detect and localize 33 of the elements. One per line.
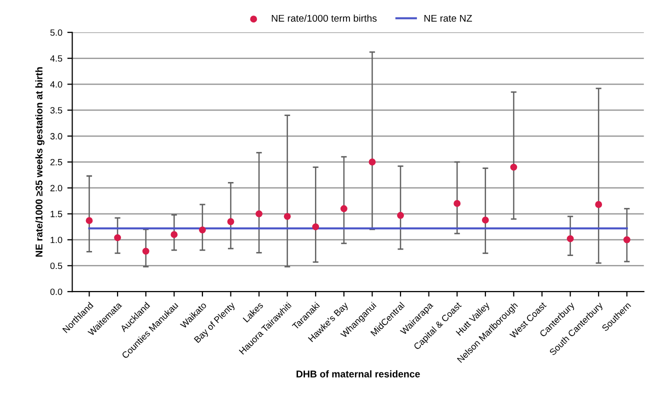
- y-tick-label: 2.0: [50, 184, 62, 192]
- point: [142, 248, 150, 255]
- y-tick-label: 5.0: [50, 29, 62, 36]
- point: [86, 217, 93, 224]
- y-tick-label: 3.5: [50, 107, 62, 114]
- y-tick-label: 1.5: [50, 210, 62, 218]
- y-tick-label: 0.0: [50, 288, 62, 295]
- point: [170, 231, 178, 238]
- y-tick-label: 1.0: [50, 236, 62, 244]
- point: [227, 218, 234, 226]
- y-tick-label: 3.0: [50, 133, 62, 140]
- point: [623, 236, 630, 244]
- y-tick-label: 0.5: [50, 262, 62, 270]
- point: [340, 205, 348, 212]
- point: [566, 235, 574, 242]
- point: [397, 212, 404, 219]
- point: [284, 212, 291, 220]
- y-tick-label: 2.5: [50, 158, 62, 166]
- point: [510, 164, 518, 171]
- legend-label: NE rate NZ: [424, 14, 472, 22]
- point: [454, 200, 461, 207]
- point: [312, 223, 320, 230]
- point: [482, 216, 489, 224]
- point: [114, 234, 122, 242]
- x-axis-title: DHB of maternal residence: [296, 370, 420, 378]
- point: [368, 158, 376, 166]
- point: [198, 226, 206, 234]
- y-axis-title: NE rate/1000 ≥35 weeks gestation at birth: [35, 67, 44, 257]
- legend-label: NE rate/1000 term births: [272, 14, 377, 22]
- point: [256, 210, 262, 218]
- y-tick-label: 4.5: [50, 55, 62, 62]
- point: [595, 201, 602, 208]
- y-tick-label: 4.0: [50, 81, 62, 88]
